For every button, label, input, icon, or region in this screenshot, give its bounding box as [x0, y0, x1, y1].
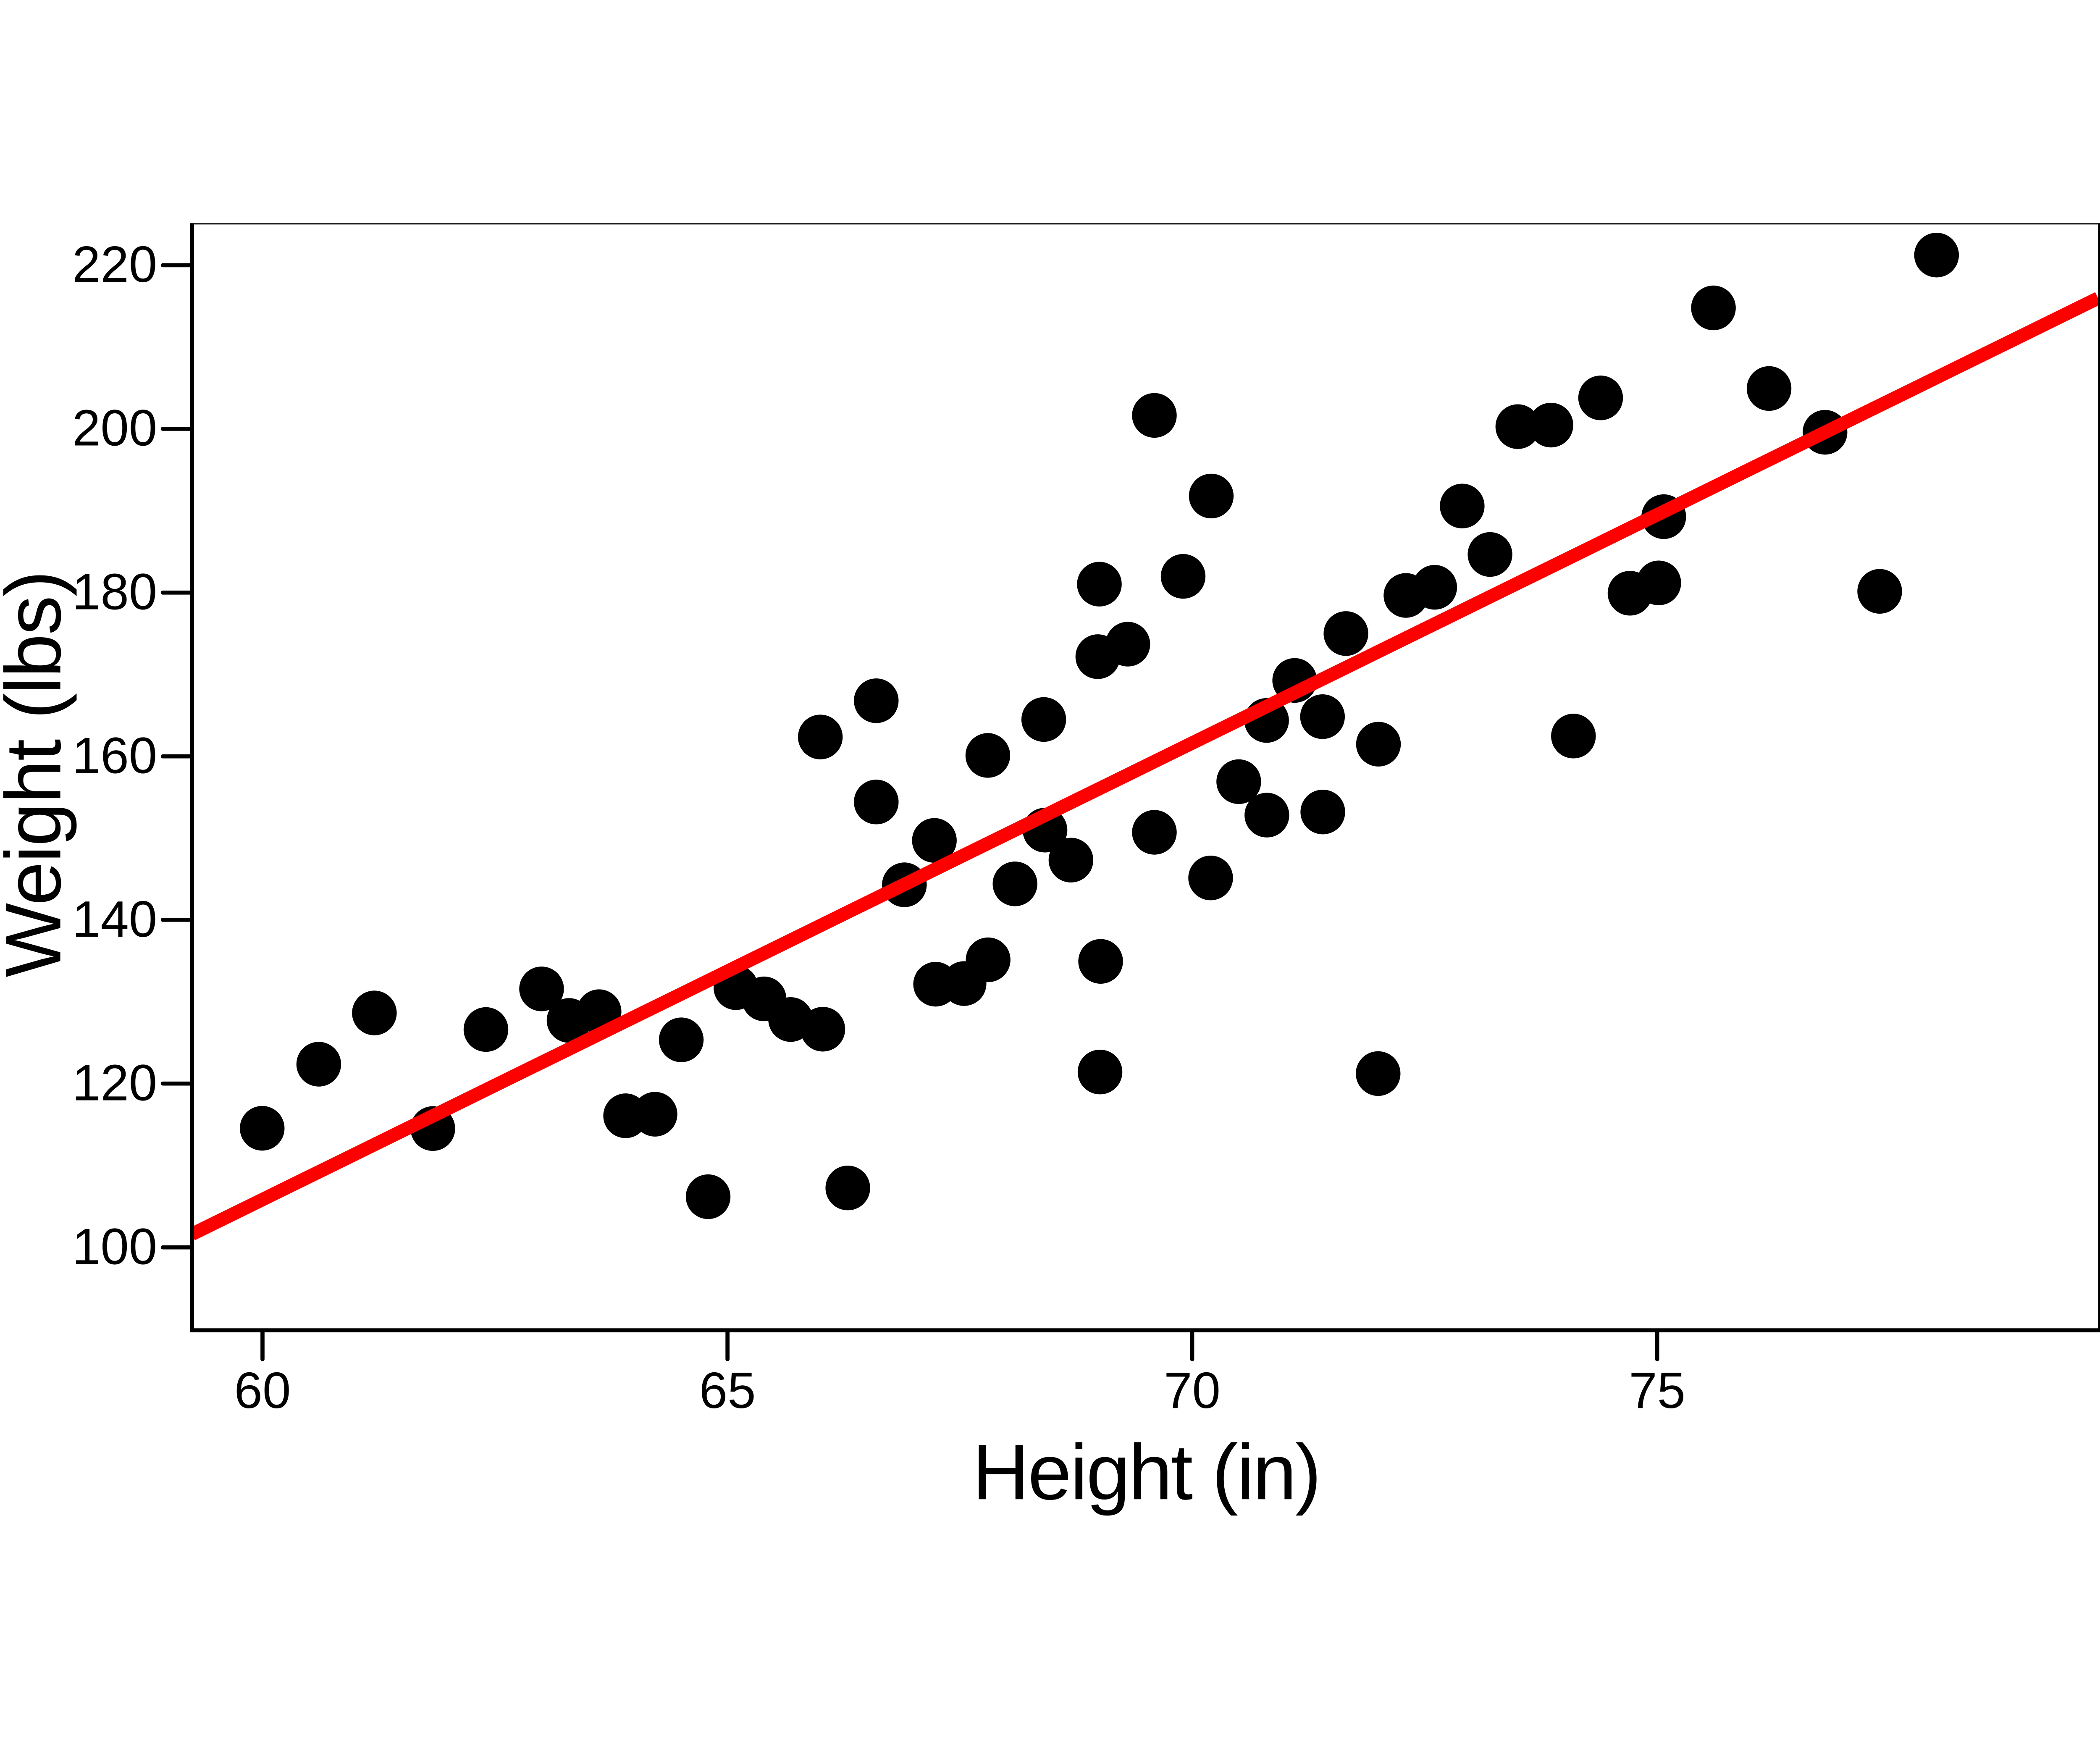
svg-text:200: 200 [72, 399, 157, 457]
svg-text:120: 120 [72, 1054, 157, 1111]
svg-text:70: 70 [1164, 1362, 1221, 1419]
svg-text:65: 65 [699, 1362, 756, 1419]
svg-text:Height (in): Height (in) [972, 1428, 1321, 1516]
svg-text:220: 220 [72, 236, 157, 293]
svg-text:140: 140 [72, 890, 157, 948]
svg-text:180: 180 [72, 563, 157, 620]
svg-text:160: 160 [72, 727, 157, 784]
svg-text:100: 100 [72, 1218, 157, 1275]
svg-text:75: 75 [1629, 1362, 1685, 1419]
svg-text:Weight (lbs): Weight (lbs) [0, 570, 77, 977]
svg-text:60: 60 [234, 1362, 291, 1419]
